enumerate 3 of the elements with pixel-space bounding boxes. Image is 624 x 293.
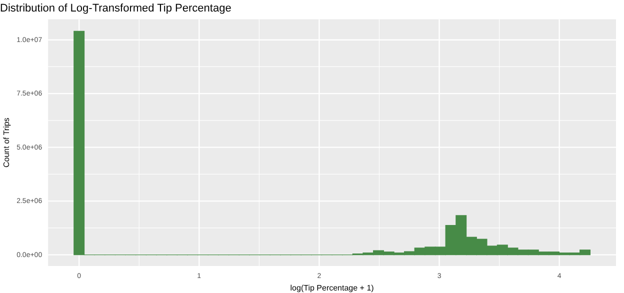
chart-title: Distribution of Log-Transformed Tip Percentage xyxy=(0,2,232,15)
x-axis-title: log(Tip Percentage + 1) xyxy=(290,283,374,292)
y-axis-title: Count of Trips xyxy=(2,118,12,168)
